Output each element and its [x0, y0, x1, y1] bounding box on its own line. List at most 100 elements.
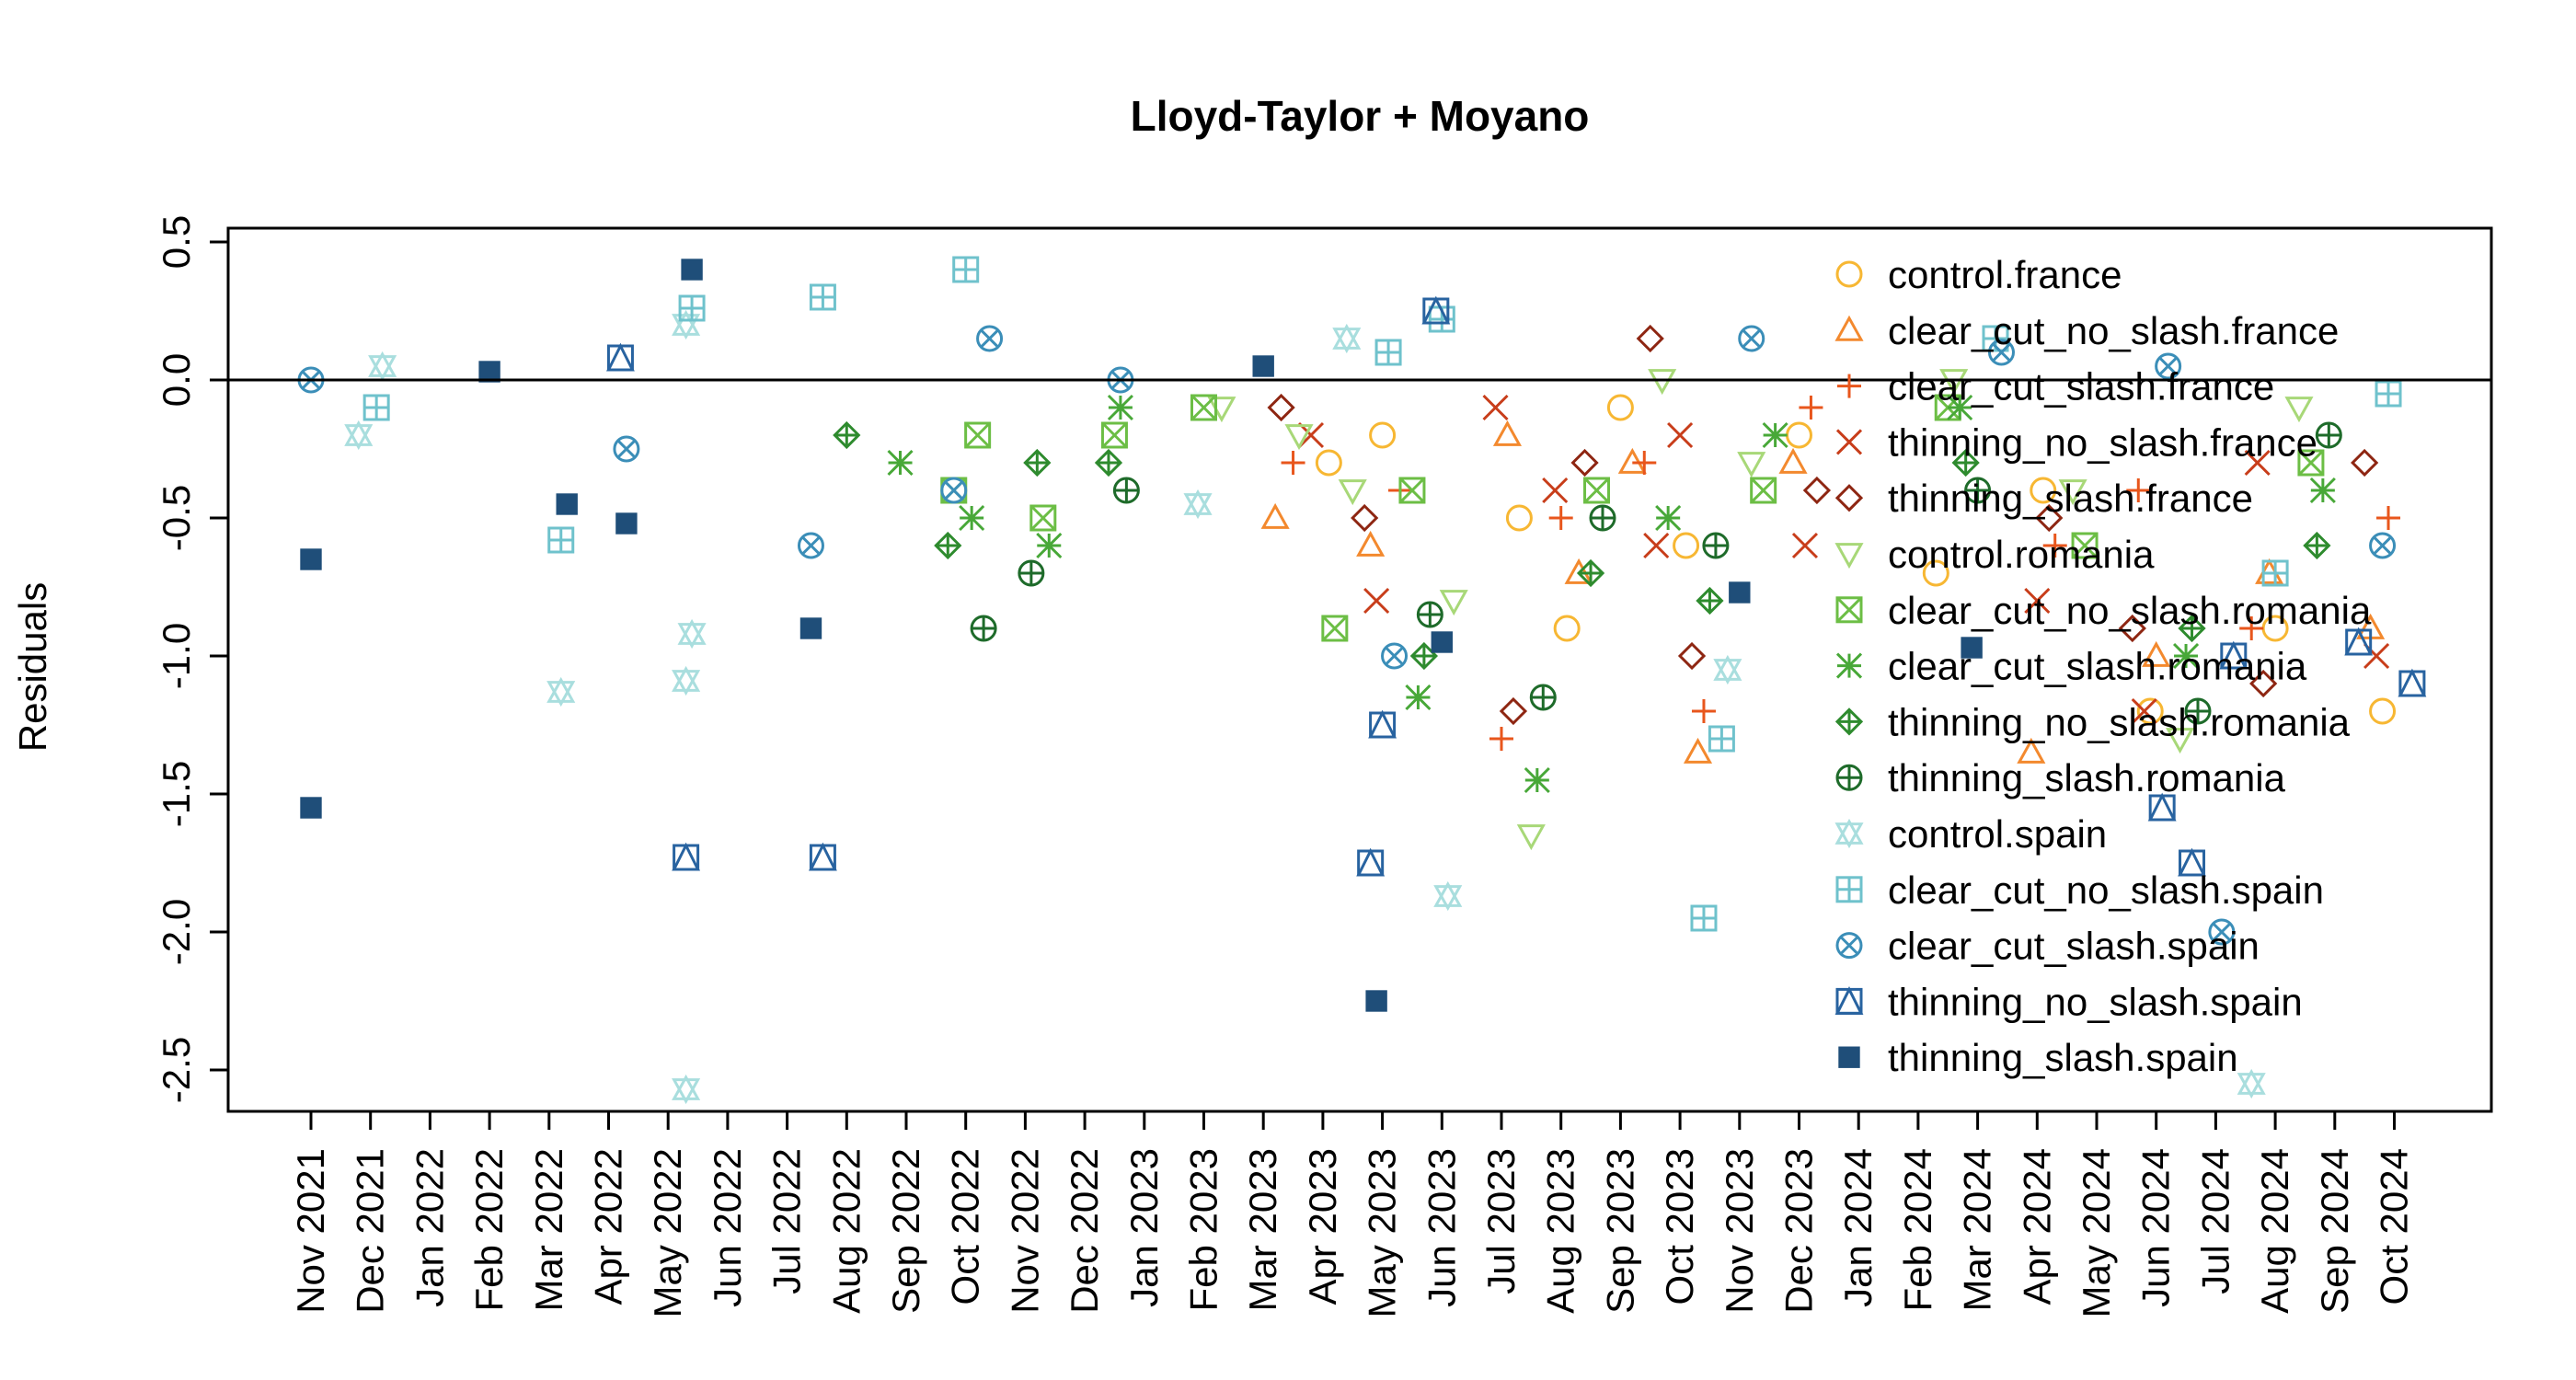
data-point-clear-cut-slash-romania [887, 449, 914, 477]
y-tick-label: 0.5 [155, 215, 198, 269]
data-point-thinning-no-slash-spain [672, 842, 701, 871]
data-point-clear-cut-no-slash-spain [2375, 380, 2402, 408]
legend-marker [1835, 596, 1863, 624]
x-tick-label: Mar 2022 [527, 1148, 570, 1311]
data-point-thinning-slash-spain [1431, 631, 1453, 653]
x-tick-label: Sep 2023 [1598, 1148, 1641, 1314]
legend: control.france clear_cut_no_slash.francec… [1834, 253, 2372, 1079]
data-point-thinning-slash-romania [1529, 684, 1557, 711]
data-point-thinning-slash-spain [478, 361, 500, 383]
data-point-clear-cut-no-slash-spain [362, 394, 390, 421]
data-point-clear-cut-slash-france [2126, 478, 2151, 502]
data-point-control-romania [1439, 590, 1468, 616]
data-point-control-france [1786, 421, 1812, 449]
data-point-thinning-no-slash-france [1791, 532, 1819, 559]
data-point-thinning-slash-romania [1018, 559, 1045, 587]
data-point-clear-cut-no-slash-france [1492, 420, 1523, 446]
data-point-thinning-slash-spain [615, 512, 638, 535]
data-point-thinning-no-slash-spain [1421, 295, 1451, 325]
legend-label: clear_cut_slash.spain [1888, 925, 2260, 968]
data-point-control-spain [677, 618, 707, 650]
data-point-clear-cut-slash-romania [1524, 766, 1550, 794]
data-point-clear-cut-no-slash-spain [952, 256, 980, 283]
x-tick-label: Dec 2023 [1777, 1148, 1821, 1314]
legend-item: clear_cut_no_slash.spain [1835, 868, 2324, 912]
data-point-control-france [1505, 504, 1533, 532]
legend-item: thinning_no_slash.spain [1834, 980, 2303, 1023]
data-point-control-spain [546, 676, 576, 707]
legend-item: clear_cut_slash.spain [1835, 925, 2260, 968]
x-tick-label: Feb 2023 [1182, 1148, 1225, 1311]
data-point-clear-cut-no-slash-romania [1583, 477, 1611, 504]
data-point-clear-cut-no-slash-romania [964, 421, 992, 449]
legend-label: clear_cut_slash.france [1888, 365, 2274, 408]
data-point-thinning-slash-france [1802, 476, 1832, 505]
legend-label: clear_cut_no_slash.romania [1888, 589, 2372, 632]
data-point-thinning-slash-romania [1702, 532, 1730, 559]
legend-label: control.france [1888, 253, 2122, 296]
data-point-clear-cut-slash-spain [1738, 325, 1765, 352]
data-point-clear-cut-no-slash-romania [1190, 394, 1217, 421]
data-point-control-spain [1332, 323, 1362, 354]
x-tick-label: Jan 2022 [408, 1148, 451, 1307]
legend-marker [1834, 818, 1864, 849]
legend-label: clear_cut_no_slash.france [1888, 309, 2339, 352]
x-tick-label: Feb 2024 [1896, 1148, 1939, 1311]
legend-marker [1834, 484, 1864, 512]
data-point-clear-cut-slash-france [2376, 506, 2401, 530]
data-point-clear-cut-slash-romania [1762, 421, 1788, 449]
data-point-thinning-slash-spain [300, 548, 322, 570]
legend-item: clear_cut_no_slash.romania [1835, 589, 2372, 632]
legend-label: thinning_slash.spain [1888, 1036, 2238, 1079]
x-tick-label: Sep 2024 [2313, 1148, 2356, 1314]
data-point-control-france [2369, 697, 2397, 725]
data-point-control-france [1315, 449, 1342, 477]
legend-label: control.spain [1888, 812, 2107, 856]
x-tick-label: Aug 2023 [1539, 1148, 1582, 1314]
data-point-thinning-slash-romania [1589, 504, 1616, 532]
data-point-thinning-no-slash-romania [934, 531, 962, 560]
data-point-thinning-no-slash-spain [1356, 847, 1386, 877]
data-point-clear-cut-no-slash-romania [1029, 504, 1057, 532]
x-tick-label: Sep 2022 [884, 1148, 927, 1314]
data-point-thinning-no-slash-romania [833, 420, 861, 450]
data-point-thinning-no-slash-france [1542, 477, 1569, 504]
data-point-control-romania [2284, 397, 2314, 423]
data-point-clear-cut-slash-spain [797, 532, 824, 559]
x-tick-label: Apr 2022 [587, 1148, 630, 1305]
legend-item: control.france [1835, 253, 2122, 296]
data-point-control-romania [1516, 824, 1546, 851]
data-point-clear-cut-no-slash-spain [678, 294, 706, 322]
data-point-thinning-slash-romania [2315, 421, 2342, 449]
data-point-control-romania [2058, 479, 2087, 506]
data-point-clear-cut-no-slash-spain [2261, 559, 2289, 587]
data-point-clear-cut-no-slash-spain [1690, 904, 1718, 932]
data-point-control-spain [672, 665, 701, 696]
y-axis-label: Residuals [11, 582, 54, 752]
data-point-control-france [2030, 477, 2057, 504]
legend-item: control.spain [1834, 812, 2107, 856]
data-point-thinning-no-slash-france [1297, 421, 1325, 449]
legend-marker [1835, 764, 1863, 791]
legend-item: thinning_no_slash.france [1835, 420, 2317, 464]
data-point-thinning-no-slash-spain [2398, 668, 2427, 697]
legend-marker [1834, 315, 1864, 341]
data-point-clear-cut-no-slash-france [1683, 737, 1713, 764]
x-tick-label: Oct 2023 [1658, 1148, 1701, 1305]
data-point-thinning-no-slash-spain [1368, 709, 1397, 739]
data-point-clear-cut-slash-france [1281, 451, 1305, 475]
x-tick-label: May 2023 [1361, 1148, 1404, 1317]
x-tick-label: Nov 2021 [289, 1148, 332, 1314]
x-tick-label: Nov 2023 [1718, 1148, 1761, 1314]
data-point-clear-cut-slash-spain [2369, 532, 2397, 559]
x-tick-label: Aug 2024 [2253, 1148, 2296, 1314]
data-point-thinning-slash-france [1570, 448, 1599, 477]
data-point-control-spain [344, 420, 374, 451]
legend-item: thinning_slash.spain [1838, 1036, 2238, 1079]
data-point-clear-cut-no-slash-france [2017, 737, 2046, 764]
data-point-control-france [2136, 697, 2164, 725]
x-tick-label: Mar 2023 [1241, 1148, 1284, 1311]
data-point-clear-cut-slash-spain [1987, 339, 2015, 366]
points-layer [297, 256, 2427, 1105]
data-point-clear-cut-no-slash-romania [2297, 449, 2325, 477]
